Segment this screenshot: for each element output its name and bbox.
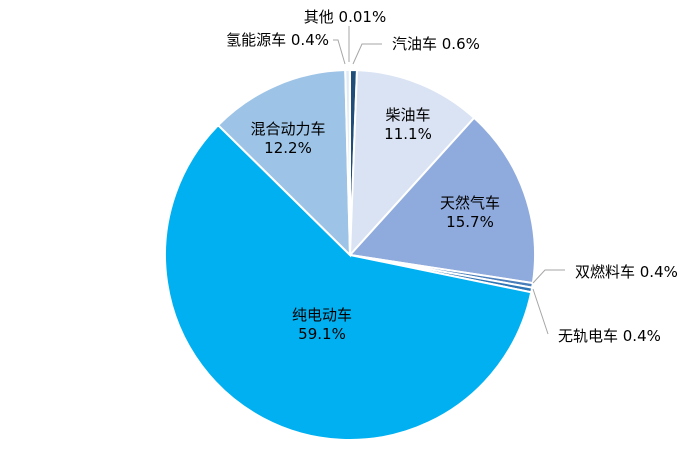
- slice-label-3: 天然气车 15.7%: [440, 194, 500, 231]
- slice-value-3: 15.7%: [446, 213, 494, 231]
- pie-slices: [164, 68, 536, 441]
- slice-category-7: 混合动力车: [250, 120, 325, 138]
- slice-label-4: 双燃料车 0.4%: [575, 263, 678, 281]
- slice-value-7: 12.2%: [264, 139, 312, 157]
- slice-label-5: 无轨电车 0.4%: [558, 327, 661, 345]
- pie-slice-2: [348, 69, 476, 258]
- slice-category-3: 天然气车: [440, 194, 500, 212]
- slice-labels: 汽油车 0.6% 柴油车 11.1% 天然气车 15.7% 双燃料车 0.4% 无轨电车 0…: [226, 8, 678, 345]
- slice-category-6: 纯电动车: [292, 306, 352, 324]
- slice-value-6: 59.1%: [298, 325, 346, 343]
- slice-value-2: 11.1%: [384, 125, 432, 143]
- slice-label-1: 汽油车 0.6%: [392, 35, 480, 53]
- leader-line-4: [532, 269, 565, 284]
- leader-lines: [333, 26, 565, 335]
- pie-slice-3: [348, 116, 536, 285]
- slice-category-2: 柴油车: [385, 106, 430, 124]
- slice-label-8: 氢能源车 0.4%: [226, 31, 329, 49]
- leader-line-1: [352, 43, 382, 65]
- slice-label-6: 纯电动车 59.1%: [292, 306, 352, 343]
- leader-line-8: [333, 39, 346, 65]
- leader-line-5: [532, 288, 549, 335]
- slice-label-7: 混合动力车 12.2%: [250, 120, 325, 157]
- pie-slice-6: [164, 123, 533, 441]
- pie-slice-7: [216, 69, 352, 258]
- slice-label-9: 其他 0.01%: [304, 8, 386, 26]
- slice-label-2: 柴油车 11.1%: [384, 106, 432, 143]
